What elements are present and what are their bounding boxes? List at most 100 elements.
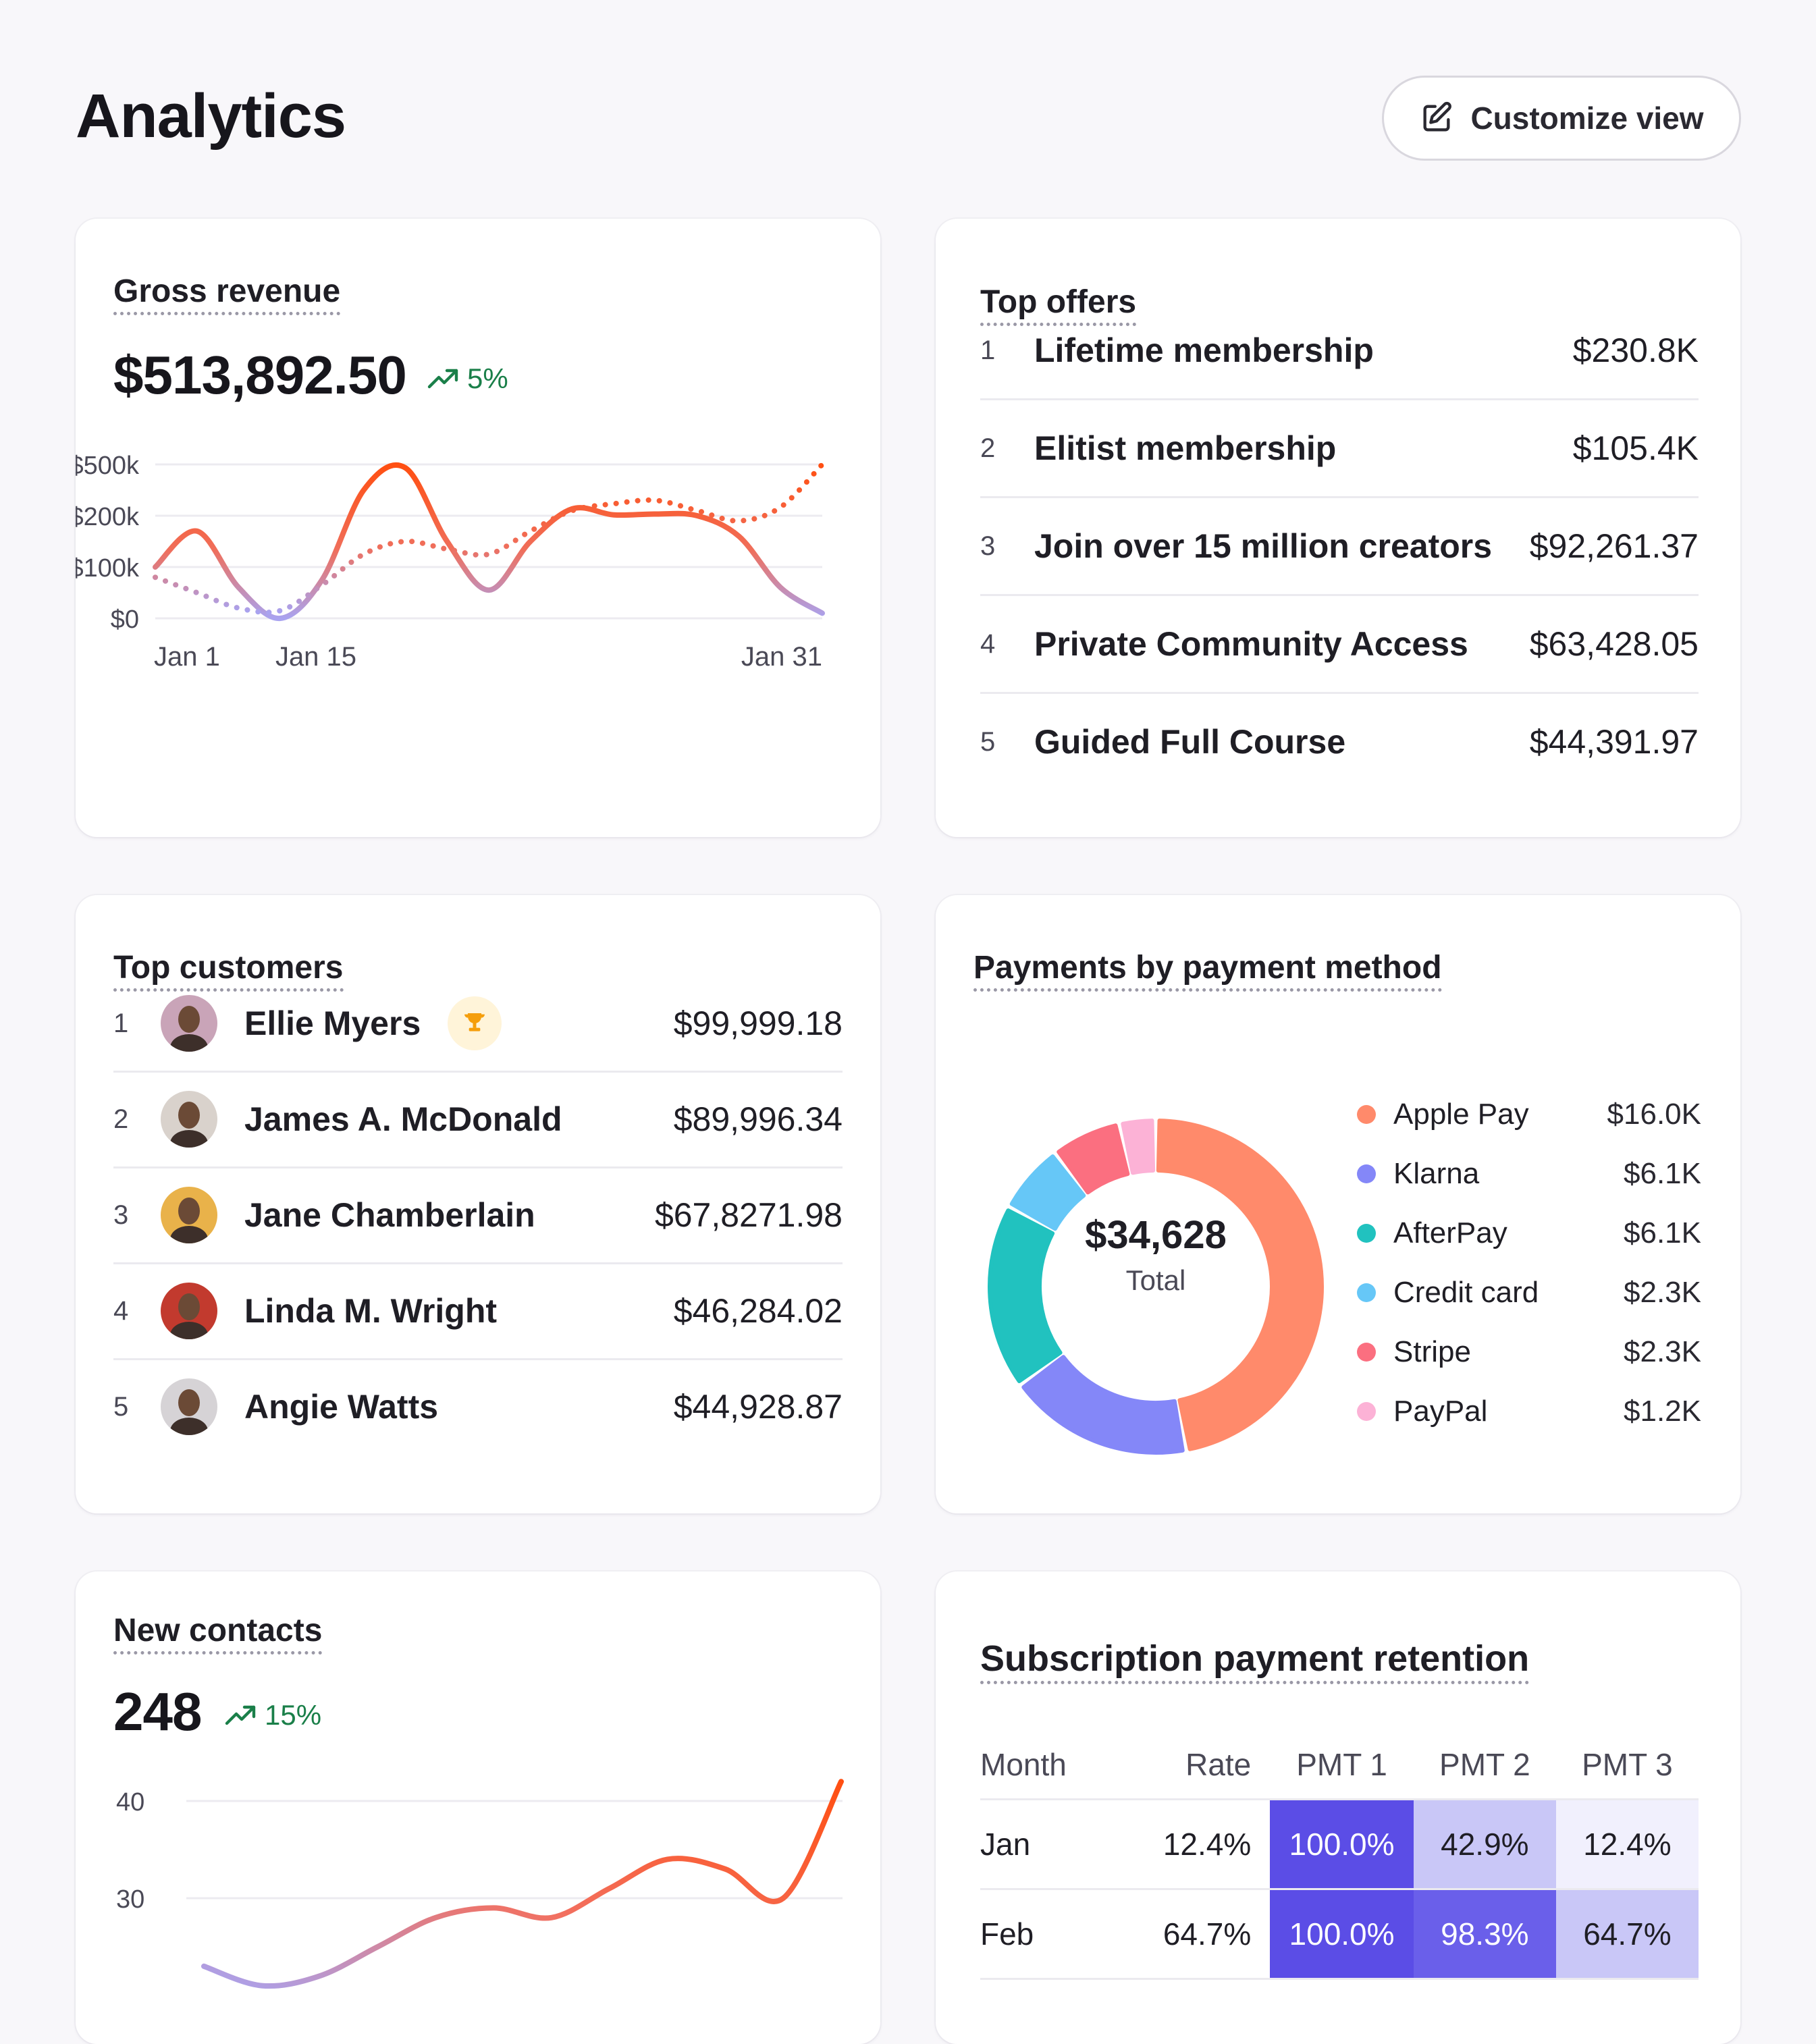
retention-header-row: Month Rate PMT 1 PMT 2 PMT 3 (980, 1731, 1699, 1800)
gross-revenue-title[interactable]: Gross revenue (113, 275, 341, 315)
donut-total-value: $34,628 (1085, 1213, 1227, 1257)
legend-label: Apple Pay (1393, 1098, 1529, 1131)
new-contacts-card: New contacts 248 15% 40 30 (76, 1571, 880, 2044)
customer-row[interactable]: 3 Jane Chamberlain $67,8271.98 (113, 1181, 843, 1249)
offer-row[interactable]: 3 Join over 15 million creators $92,261.37 (980, 509, 1699, 583)
donut-total: $34,628 Total (1034, 1212, 1277, 1297)
offer-row[interactable]: 2 Elitist membership $105.4K (980, 411, 1699, 485)
avatar-shoulders (170, 1226, 208, 1243)
legend-item[interactable]: PayPal $1.2K (1357, 1395, 1701, 1428)
legend-item[interactable]: Stripe $2.3K (1357, 1335, 1701, 1369)
retention-month: Jan (980, 1799, 1125, 1890)
offer-name: Private Community Access (1034, 625, 1468, 663)
donut-total-label: Total (1125, 1264, 1186, 1296)
retention-card: Subscription payment retention Month Rat… (936, 1571, 1740, 2044)
legend-item[interactable]: Klarna $6.1K (1357, 1157, 1701, 1191)
customer-amount: $46,284.02 (673, 1292, 843, 1330)
offer-rank: 3 (980, 531, 996, 561)
avatar-face (178, 1198, 200, 1225)
revenue-series-line (153, 462, 825, 622)
edit-icon (1423, 101, 1452, 132)
gross-revenue-delta: 5% (427, 365, 508, 393)
donut-slice[interactable] (1156, 1119, 1324, 1451)
customer-rank: 1 (113, 1008, 129, 1038)
top-offers-title[interactable]: Top offers (980, 286, 1137, 326)
legend-value: $16.0K (1607, 1098, 1701, 1131)
legend-item[interactable]: Apple Pay $16.0K (1357, 1098, 1701, 1131)
legend-label: Credit card (1393, 1276, 1539, 1309)
offer-amount: $63,428.05 (1529, 625, 1699, 663)
y-tick-label: 30 (116, 1885, 144, 1914)
offer-row[interactable]: 5 Guided Full Course $44,391.97 (980, 705, 1699, 779)
column-header-pmt-2: PMT 2 (1413, 1731, 1556, 1800)
row-divider (980, 496, 1699, 498)
retention-table: Month Rate PMT 1 PMT 2 PMT 3 Jan 12.4% 1… (980, 1731, 1699, 1980)
avatar-shoulders (170, 1322, 208, 1339)
offer-row[interactable]: 1 Lifetime membership $230.8K (980, 313, 1699, 387)
customer-name: James A. McDonald (244, 1100, 562, 1138)
column-header-pmt-1: PMT 1 (1270, 1731, 1414, 1800)
customer-amount: $67,8271.98 (654, 1196, 843, 1234)
top-customers-card: Top customers 1 Ellie Myers $99,999.18 2 Jam… (76, 895, 880, 1513)
legend-value: $1.2K (1624, 1395, 1701, 1428)
row-divider (980, 398, 1699, 400)
customer-row[interactable]: 5 Angie Watts $44,928.87 (113, 1373, 843, 1441)
donut-slice[interactable] (1021, 1355, 1185, 1455)
offer-name: Join over 15 million creators (1034, 527, 1493, 565)
avatar-shoulders (170, 1034, 208, 1052)
avatar-face (178, 1006, 200, 1033)
legend-label: Klarna (1393, 1157, 1480, 1190)
y-tick-label: 40 (116, 1788, 144, 1817)
trophy-icon (448, 996, 502, 1050)
retention-cell: 42.9% (1413, 1799, 1556, 1890)
new-contacts-delta-value: 15% (265, 1699, 322, 1731)
row-divider (113, 1358, 843, 1360)
customer-row[interactable]: 1 Ellie Myers $99,999.18 (113, 990, 843, 1057)
offer-amount: $92,261.37 (1529, 527, 1699, 565)
customer-row[interactable]: 4 Linda M. Wright $46,284.02 (113, 1277, 843, 1345)
customer-name: Angie Watts (244, 1388, 439, 1426)
legend-swatch (1357, 1343, 1376, 1362)
retention-title[interactable]: Subscription payment retention (980, 1640, 1530, 1684)
legend-item[interactable]: AfterPay $6.1K (1357, 1216, 1701, 1250)
customer-name: Linda M. Wright (244, 1292, 498, 1330)
customer-name: Ellie Myers (244, 1004, 421, 1042)
offer-amount: $105.4K (1572, 429, 1699, 467)
retention-month: Feb (980, 1889, 1125, 1980)
payments-donut-chart (988, 1119, 1324, 1455)
offer-name: Guided Full Course (1034, 723, 1346, 761)
y-tick-label: $0 (111, 606, 139, 634)
row-divider (113, 1262, 843, 1264)
new-contacts-title[interactable]: New contacts (113, 1615, 323, 1655)
trend-up-icon (427, 369, 458, 389)
legend-item[interactable]: Credit card $2.3K (1357, 1276, 1701, 1310)
legend-label: Stripe (1393, 1335, 1471, 1368)
legend-label: PayPal (1393, 1395, 1488, 1428)
customer-row[interactable]: 2 James A. McDonald $89,996.34 (113, 1085, 843, 1153)
x-tick-label: Jan 31 (741, 642, 822, 672)
contacts-series-line (201, 1779, 844, 1989)
customer-amount: $44,928.87 (673, 1388, 843, 1426)
avatar-shoulders (170, 1130, 208, 1148)
x-tick-label: Jan 1 (154, 642, 220, 672)
gross-revenue-delta-value: 5% (467, 362, 508, 394)
retention-cell: 12.4% (1555, 1799, 1699, 1890)
legend-label: AfterPay (1393, 1216, 1507, 1249)
customize-view-button[interactable]: Customize view (1382, 76, 1741, 161)
donut-slice[interactable] (1121, 1119, 1156, 1175)
retention-cell: 64.7% (1555, 1889, 1699, 1980)
legend-swatch (1357, 1164, 1376, 1183)
donut-slice[interactable] (1057, 1123, 1130, 1195)
avatar (161, 995, 217, 1052)
column-header-rate: Rate (1125, 1731, 1271, 1800)
retention-row: Feb 64.7% 100.0% 98.3% 64.7% (980, 1889, 1699, 1980)
donut-slice[interactable] (988, 1208, 1063, 1384)
donut-slice[interactable] (1009, 1154, 1086, 1231)
legend-value: $6.1K (1624, 1216, 1701, 1249)
payments-title[interactable]: Payments by payment method (973, 952, 1442, 992)
offer-row[interactable]: 4 Private Community Access $63,428.05 (980, 607, 1699, 681)
customize-view-label: Customize view (1470, 101, 1704, 136)
customer-rank: 5 (113, 1391, 129, 1422)
top-customers-title[interactable]: Top customers (113, 952, 344, 992)
offer-name: Lifetime membership (1034, 331, 1374, 369)
